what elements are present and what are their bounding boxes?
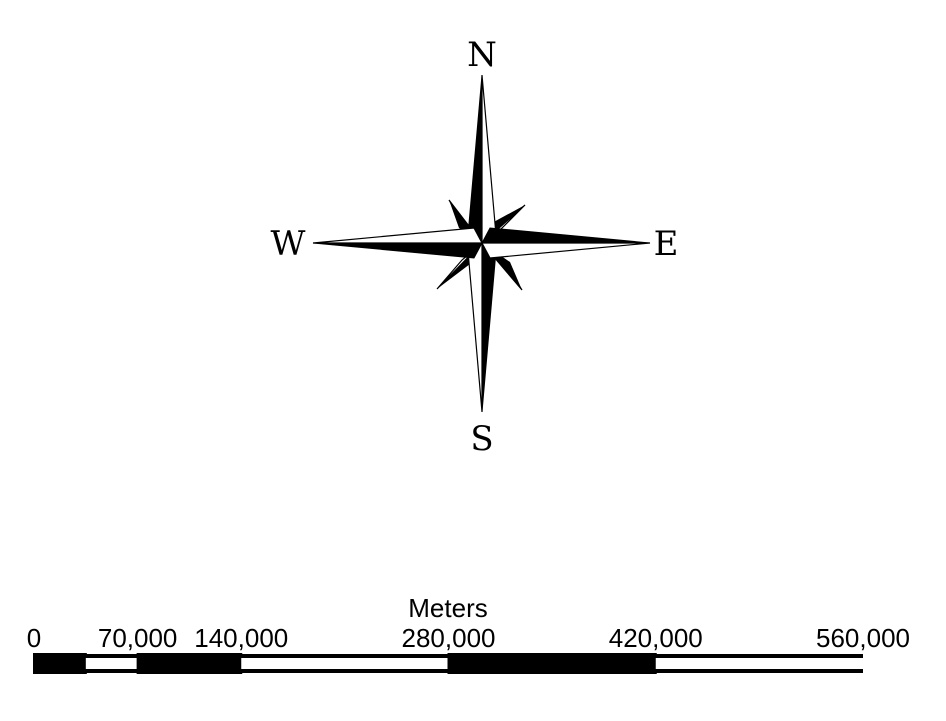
scale-tick-label: 70,000 (98, 623, 178, 653)
scale-tick-labels: 0 70,000 140,000 280,000 420,000 560,000 (27, 623, 910, 653)
compass-cardinal-points (312, 74, 651, 413)
west-label: W (271, 224, 306, 264)
north-label: N (467, 35, 497, 75)
scale-segment (136, 653, 191, 674)
scale-segment (188, 653, 243, 674)
scale-bar: Meters 0 70,000 140,000 280,000 420,000 560,0… (27, 593, 910, 674)
scale-tick-label: 280,000 (402, 623, 496, 653)
scale-tick-label: 0 (27, 623, 41, 653)
south-label: S (470, 419, 493, 459)
scale-segment (241, 658, 449, 669)
scale-tick-label: 560,000 (816, 623, 910, 653)
scale-segment (85, 658, 138, 669)
east-label: E (654, 224, 679, 264)
scale-units-label: Meters (408, 593, 487, 623)
scale-segments (33, 653, 863, 674)
north-arrow: N S E W (271, 35, 679, 459)
scale-tick-label: 140,000 (194, 623, 288, 653)
scale-tick-label: 420,000 (609, 623, 703, 653)
scale-segment (33, 653, 87, 674)
scale-segment (447, 653, 657, 674)
scale-segment (655, 658, 863, 669)
